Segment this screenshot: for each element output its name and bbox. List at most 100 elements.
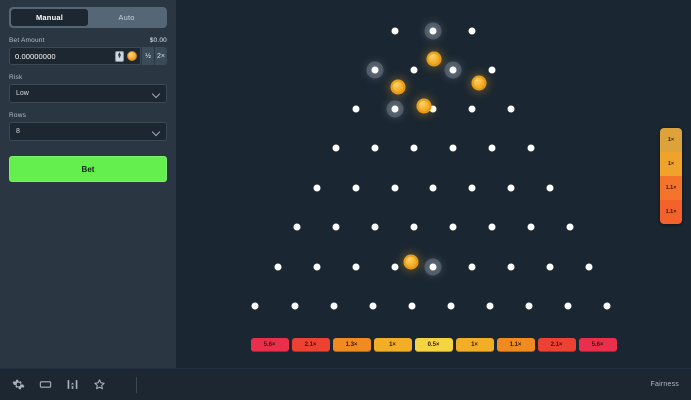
peg (507, 184, 515, 192)
chevron-down-icon (153, 128, 160, 135)
risk-label: Risk (9, 74, 23, 81)
rows-selected-value: 8 (16, 128, 20, 135)
peg (488, 66, 496, 74)
peg (410, 144, 418, 152)
bet-amount-fiat-value: $0.00 (149, 37, 167, 44)
peg (468, 105, 476, 113)
stepper-icon[interactable]: ▲ ▼ (115, 50, 124, 62)
risk-selected-value: Low (16, 90, 29, 97)
peg (391, 184, 399, 192)
gold-coin-icon (127, 51, 137, 61)
peg (371, 144, 379, 152)
peg (429, 184, 437, 192)
multiplier-slot-8: 5.6× (578, 338, 617, 352)
peg (391, 263, 399, 271)
rows-label: Rows (9, 112, 27, 119)
history-item-0: 1× (660, 128, 682, 152)
peg (371, 66, 379, 74)
peg (429, 105, 437, 113)
result-history-stack: 1× 1× 1.1× 1.1× (660, 128, 682, 224)
footer-divider (136, 376, 137, 393)
bet-amount-input[interactable] (15, 51, 112, 61)
peg (603, 302, 611, 310)
bet-amount-label-row: Bet Amount $0.00 (9, 37, 167, 44)
peg (291, 302, 299, 310)
risk-label-row: Risk (9, 74, 167, 81)
plinko-ball (403, 254, 419, 270)
peg (468, 263, 476, 271)
multiplier-slot-0: 5.6× (250, 338, 289, 352)
peg (507, 105, 515, 113)
peg (369, 302, 377, 310)
peg (251, 302, 259, 310)
history-item-1: 1× (660, 152, 682, 176)
peg (274, 263, 282, 271)
peg (449, 144, 457, 152)
peg (429, 263, 437, 271)
peg (488, 223, 496, 231)
footer-icon-group (12, 376, 137, 393)
bet-amount-row: ▲ ▼ ½ 2× (9, 47, 167, 65)
history-item-3: 1.1× (660, 200, 682, 224)
fairness-link[interactable]: Fairness (650, 381, 679, 388)
peg (449, 223, 457, 231)
rows-select[interactable]: 8 (9, 122, 167, 141)
peg (293, 223, 301, 231)
chevron-down-icon (153, 90, 160, 97)
peg (564, 302, 572, 310)
main-area: Manual Auto Bet Amount $0.00 ▲ ▼ (0, 0, 691, 368)
risk-select[interactable]: Low (9, 84, 167, 103)
peg (410, 66, 418, 74)
peg (449, 66, 457, 74)
peg (391, 105, 399, 113)
peg (313, 184, 321, 192)
multiplier-slot-2: 1.3× (332, 338, 371, 352)
peg (585, 263, 593, 271)
double-bet-label: 2× (157, 52, 165, 60)
star-icon[interactable] (93, 378, 106, 391)
peg (352, 105, 360, 113)
peg (313, 263, 321, 271)
peg (507, 263, 515, 271)
peg (525, 302, 533, 310)
peg (488, 144, 496, 152)
plinko-board[interactable]: 5.6× 2.1× 1.3× 1× 0.5× 1× 1.1× 2.1× 5.6× 1× 1× 1.1… (176, 0, 691, 368)
tab-manual[interactable]: Manual (11, 9, 88, 26)
peg (429, 27, 437, 35)
bet-amount-label: Bet Amount (9, 37, 45, 44)
peg (468, 27, 476, 35)
multiplier-slot-5: 1× (455, 338, 494, 352)
multiplier-slot-6: 1.1× (496, 338, 535, 352)
peg (527, 223, 535, 231)
multiplier-slot-4: 0.5× (414, 338, 453, 352)
plinko-ball (471, 75, 487, 91)
peg (546, 263, 554, 271)
bet-button[interactable]: Bet (9, 156, 167, 182)
peg (566, 223, 574, 231)
bet-amount-input-wrap[interactable]: ▲ ▼ (9, 47, 141, 65)
peg (546, 184, 554, 192)
bet-button-label: Bet (81, 164, 95, 174)
peg (352, 184, 360, 192)
tab-auto-label: Auto (118, 13, 135, 22)
tab-auto[interactable]: Auto (88, 9, 165, 26)
plinko-ball (426, 51, 442, 67)
multiplier-slot-1: 2.1× (291, 338, 330, 352)
plinko-ball (416, 98, 432, 114)
display-icon[interactable] (39, 378, 52, 391)
gear-icon[interactable] (12, 378, 25, 391)
plinko-ball (390, 79, 406, 95)
double-bet-button[interactable]: 2× (154, 47, 167, 65)
statistics-icon[interactable] (66, 378, 79, 391)
halve-bet-button[interactable]: ½ (141, 47, 154, 65)
peg (486, 302, 494, 310)
peg (527, 144, 535, 152)
history-item-2: 1.1× (660, 176, 682, 200)
peg (332, 144, 340, 152)
peg (371, 223, 379, 231)
multiplier-slot-3: 1× (373, 338, 412, 352)
peg (447, 302, 455, 310)
mode-tabs: Manual Auto (9, 7, 167, 28)
tab-manual-label: Manual (35, 13, 64, 22)
